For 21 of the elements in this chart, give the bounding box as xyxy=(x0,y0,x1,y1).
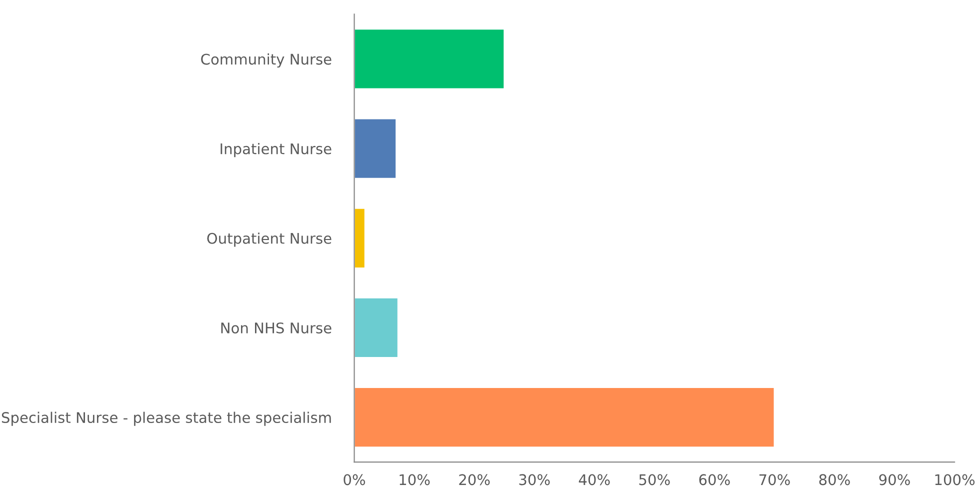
x-tick-label: 40% xyxy=(578,474,610,486)
y-tick-label: Inpatient Nurse xyxy=(220,143,332,158)
x-tick-label: 0% xyxy=(344,474,366,486)
bar xyxy=(354,118,397,180)
y-tick-label: Specialist Nurse - please state the specialism xyxy=(2,412,331,426)
y-tick-label: Community Nurse xyxy=(201,53,332,68)
x-tick-label: 50% xyxy=(639,474,670,486)
bar xyxy=(354,207,366,269)
bar xyxy=(354,386,776,448)
x-tick-label: 80% xyxy=(819,474,850,486)
x-tick-label: 20% xyxy=(459,474,490,486)
x-tick-label: 70% xyxy=(759,474,790,486)
x-tick-label: 30% xyxy=(519,474,550,486)
x-tick-label: 100% xyxy=(935,474,975,486)
x-tick-label: 90% xyxy=(879,474,910,486)
bar xyxy=(354,297,399,358)
bar xyxy=(354,28,506,90)
y-tick-label: Non NHS Nurse xyxy=(221,322,332,334)
y-tick-label: Outpatient Nurse xyxy=(207,232,332,247)
x-tick-label: 10% xyxy=(400,474,430,486)
x-tick-label: 60% xyxy=(699,474,730,486)
